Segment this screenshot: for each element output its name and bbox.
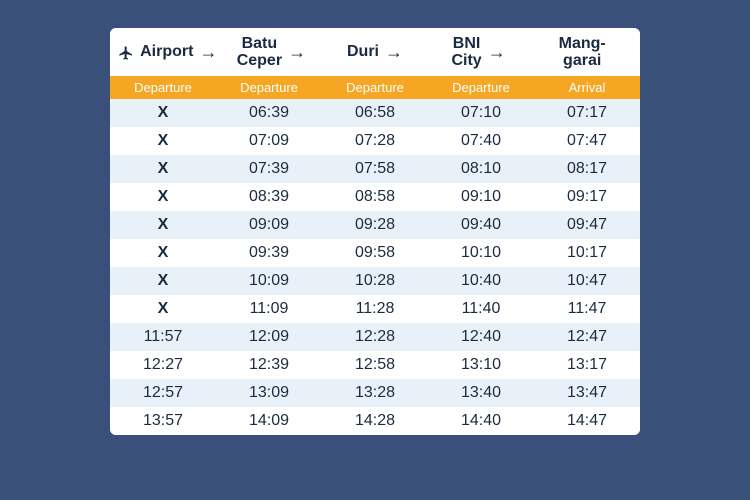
table-cell: 08:39 — [216, 183, 322, 211]
table-cell: 07:09 — [216, 127, 322, 155]
table-cell: 10:47 — [534, 267, 640, 295]
station-cell-3: BNI City → — [427, 36, 531, 70]
table-cell: 07:58 — [322, 155, 428, 183]
stations-header-row: Airport → Batu Ceper → Duri → BNI City → Mang- g… — [110, 28, 640, 76]
station-cell-2: Duri → — [323, 42, 427, 63]
table-cell: 08:17 — [534, 155, 640, 183]
sub-header-cell: Departure — [428, 76, 534, 99]
table-row: X09:3909:5810:1010:17 — [110, 239, 640, 267]
table-cell: 11:28 — [322, 295, 428, 323]
table-cell: 09:58 — [322, 239, 428, 267]
arrow-right-icon: → — [488, 42, 506, 63]
table-cell: 09:40 — [428, 211, 534, 239]
table-cell: 12:39 — [216, 351, 322, 379]
table-cell: X — [110, 183, 216, 211]
table-cell: 14:28 — [322, 407, 428, 435]
table-row: X07:3907:5808:1008:17 — [110, 155, 640, 183]
station-name: Duri — [347, 44, 379, 61]
table-row: 12:5713:0913:2813:4013:47 — [110, 379, 640, 407]
table-cell: X — [110, 99, 216, 127]
table-cell: 13:28 — [322, 379, 428, 407]
table-cell: 12:57 — [110, 379, 216, 407]
table-cell: 09:09 — [216, 211, 322, 239]
table-cell: 07:47 — [534, 127, 640, 155]
table-cell: 09:10 — [428, 183, 534, 211]
table-cell: X — [110, 295, 216, 323]
table-row: 12:2712:3912:5813:1013:17 — [110, 351, 640, 379]
table-cell: 11:47 — [534, 295, 640, 323]
table-cell: 09:39 — [216, 239, 322, 267]
table-cell: X — [110, 211, 216, 239]
table-cell: X — [110, 127, 216, 155]
table-cell: X — [110, 267, 216, 295]
table-cell: 10:40 — [428, 267, 534, 295]
table-cell: 11:57 — [110, 323, 216, 351]
table-cell: 10:10 — [428, 239, 534, 267]
station-name: Batu Ceper — [237, 36, 282, 70]
station-cell-1: Batu Ceper → — [220, 36, 324, 70]
table-cell: 14:47 — [534, 407, 640, 435]
table-cell: 12:47 — [534, 323, 640, 351]
table-row: X09:0909:2809:4009:47 — [110, 211, 640, 239]
station-cell-4: Mang- garai — [530, 36, 634, 70]
table-cell: 13:10 — [428, 351, 534, 379]
sub-header-cell: Departure — [110, 76, 216, 99]
table-cell: 07:39 — [216, 155, 322, 183]
schedule-body: X06:3906:5807:1007:17X07:0907:2807:4007:… — [110, 99, 640, 435]
table-cell: 11:09 — [216, 295, 322, 323]
table-cell: 12:40 — [428, 323, 534, 351]
arrow-right-icon: → — [288, 42, 306, 63]
table-cell: 14:09 — [216, 407, 322, 435]
table-cell: 14:40 — [428, 407, 534, 435]
table-cell: 13:57 — [110, 407, 216, 435]
table-cell: 12:58 — [322, 351, 428, 379]
table-row: X10:0910:2810:4010:47 — [110, 267, 640, 295]
table-cell: 12:28 — [322, 323, 428, 351]
airplane-icon — [118, 45, 134, 61]
table-cell: 13:17 — [534, 351, 640, 379]
table-row: X11:0911:2811:4011:47 — [110, 295, 640, 323]
table-cell: 13:09 — [216, 379, 322, 407]
table-cell: 10:28 — [322, 267, 428, 295]
table-cell: 13:47 — [534, 379, 640, 407]
table-cell: 07:17 — [534, 99, 640, 127]
table-cell: 10:17 — [534, 239, 640, 267]
station-name: BNI City — [451, 36, 481, 70]
arrow-right-icon: → — [199, 42, 217, 63]
arrow-right-icon: → — [385, 42, 403, 63]
table-cell: 12:09 — [216, 323, 322, 351]
table-cell: 07:40 — [428, 127, 534, 155]
table-cell: 09:47 — [534, 211, 640, 239]
table-cell: 09:28 — [322, 211, 428, 239]
table-row: 13:5714:0914:2814:4014:47 — [110, 407, 640, 435]
table-cell: 09:17 — [534, 183, 640, 211]
station-name: Airport — [140, 44, 193, 61]
sub-header-row: DepartureDepartureDepartureDepartureArri… — [110, 76, 640, 99]
table-row: 11:5712:0912:2812:4012:47 — [110, 323, 640, 351]
station-cell-0: Airport → — [116, 42, 220, 63]
table-row: X08:3908:5809:1009:17 — [110, 183, 640, 211]
table-cell: 06:58 — [322, 99, 428, 127]
schedule-table: Airport → Batu Ceper → Duri → BNI City → Mang- g… — [110, 28, 640, 435]
table-cell: 08:58 — [322, 183, 428, 211]
table-cell: 07:10 — [428, 99, 534, 127]
table-row: X06:3906:5807:1007:17 — [110, 99, 640, 127]
sub-header-cell: Departure — [216, 76, 322, 99]
table-cell: 06:39 — [216, 99, 322, 127]
table-cell: 07:28 — [322, 127, 428, 155]
station-name: Mang- garai — [559, 36, 606, 70]
table-cell: 11:40 — [428, 295, 534, 323]
table-cell: 08:10 — [428, 155, 534, 183]
sub-header-cell: Departure — [322, 76, 428, 99]
table-row: X07:0907:2807:4007:47 — [110, 127, 640, 155]
table-cell: 12:27 — [110, 351, 216, 379]
table-cell: 10:09 — [216, 267, 322, 295]
table-cell: 13:40 — [428, 379, 534, 407]
table-cell: X — [110, 155, 216, 183]
sub-header-cell: Arrival — [534, 76, 640, 99]
table-cell: X — [110, 239, 216, 267]
